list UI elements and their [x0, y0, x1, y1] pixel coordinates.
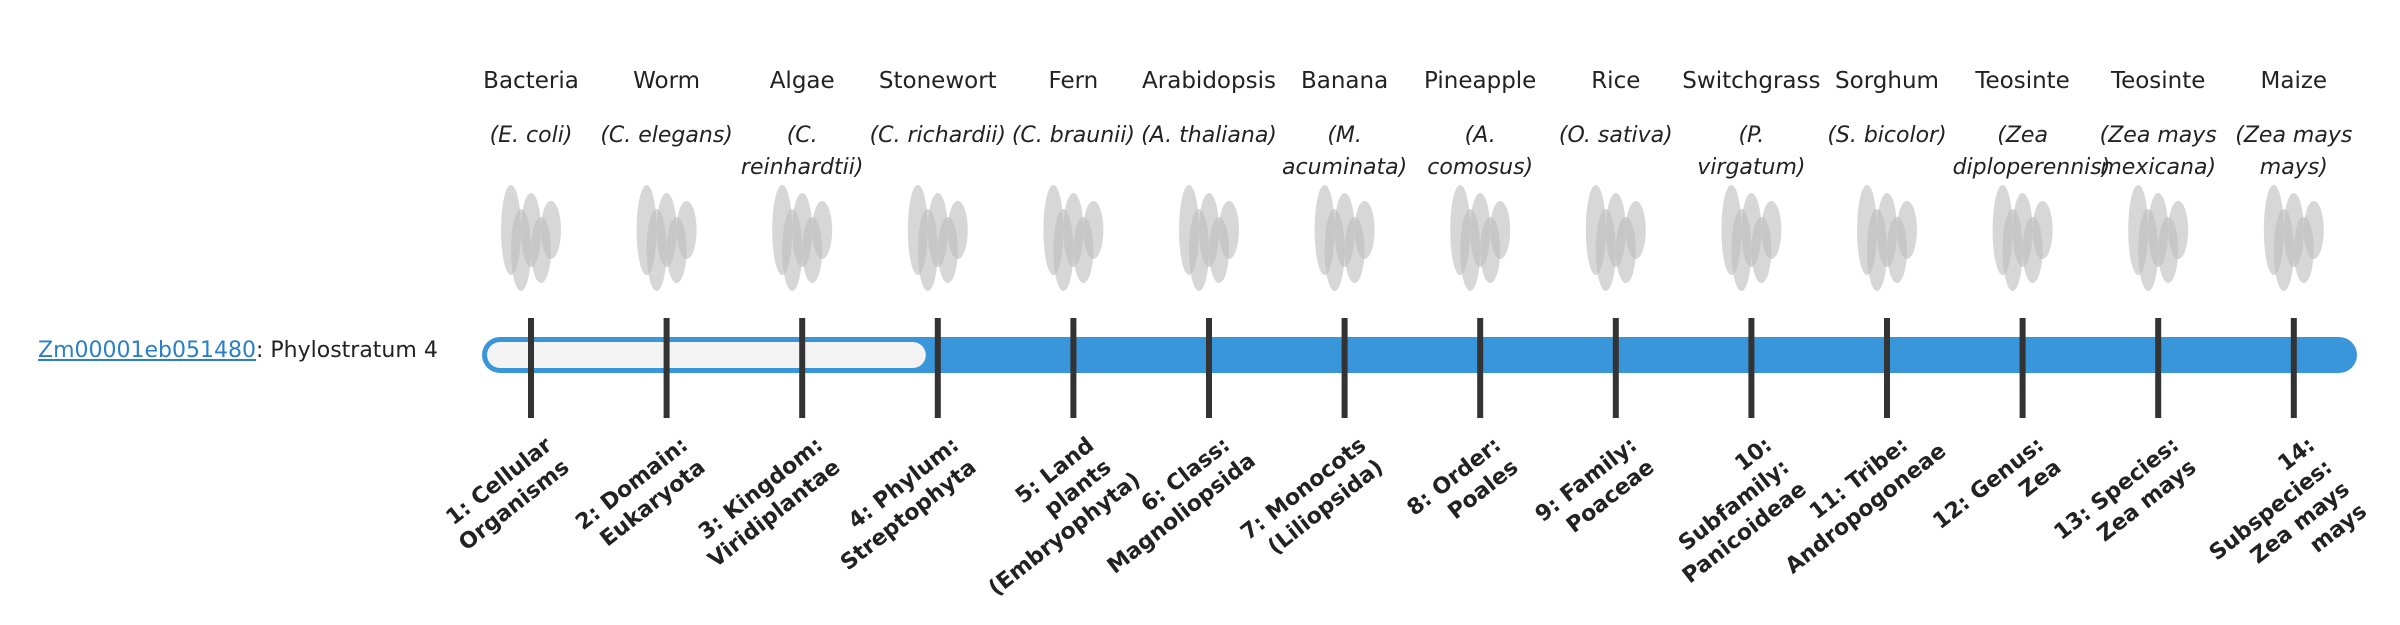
organism-illustration [2128, 185, 2189, 291]
organism-illustration [1043, 185, 1104, 291]
organism-illustration [772, 185, 833, 291]
species-name: (Zea mays mays) [2235, 123, 2353, 180]
organism-name: Stonewort [878, 68, 997, 94]
phylostratum-widget: Zm00001eb051480: Phylostratum 4 Bacteria… [38, 68, 2372, 601]
organism-illustration [1179, 185, 1239, 291]
species-name: (P. virgatum) [1697, 123, 1806, 180]
organism-name: Fern [1048, 68, 1099, 94]
organism-name: Arabidopsis [1142, 68, 1276, 94]
species-name: (C. elegans) [600, 123, 733, 148]
organism-illustration [501, 185, 561, 291]
species-name: (C. braunii) [1011, 123, 1135, 148]
organism-name: Maize [2260, 68, 2328, 94]
organism-illustration [907, 185, 968, 291]
organism-illustration [1450, 185, 1511, 291]
organism-illustration [1992, 185, 2053, 291]
organism-name: Teosinte [1975, 68, 2070, 94]
organism-name: Switchgrass [1682, 68, 1821, 94]
species-name: (E. coli) [489, 123, 573, 148]
species-name: (C. reinhardtii) [740, 123, 864, 180]
species-name: (A. comosus) [1427, 123, 1534, 180]
species-name: (O. sativa) [1558, 123, 1673, 148]
organism-name: Bacteria [483, 68, 579, 94]
organism-name: Teosinte [2110, 68, 2206, 94]
organism-illustration [1585, 185, 1646, 291]
organism-name: Pineapple [1424, 68, 1537, 94]
species-name: (C. richardii) [869, 123, 1007, 148]
organism-name: Banana [1300, 68, 1389, 94]
species-name: (M. acuminata) [1282, 123, 1408, 180]
organism-name: Sorghum [1835, 68, 1939, 94]
organism-name: Worm [633, 68, 701, 94]
organism-illustration [2263, 185, 2324, 291]
organism-illustration [1721, 185, 1782, 291]
organism-name: Algae [769, 68, 835, 94]
organism-illustration [1857, 185, 1917, 291]
organism-illustration [636, 185, 697, 291]
stratum-number: 4 [423, 338, 438, 363]
progress-unfilled [487, 342, 926, 368]
species-name: (S. bicolor) [1827, 123, 1947, 148]
organism-illustration [1314, 185, 1375, 291]
species-name: (Zea diploperennis) [1952, 123, 2111, 180]
gene-label: Zm00001eb051480: Phylostratum 4 [38, 338, 438, 363]
species-name: (Zea mays mexicana) [2099, 123, 2217, 180]
organism-name: Rice [1591, 68, 1641, 94]
stratum-label: : Phylostratum [255, 338, 417, 363]
timeline [482, 185, 2357, 418]
species-name: (A. thaliana) [1141, 123, 1277, 148]
gene-link[interactable]: Zm00001eb051480 [38, 338, 256, 363]
